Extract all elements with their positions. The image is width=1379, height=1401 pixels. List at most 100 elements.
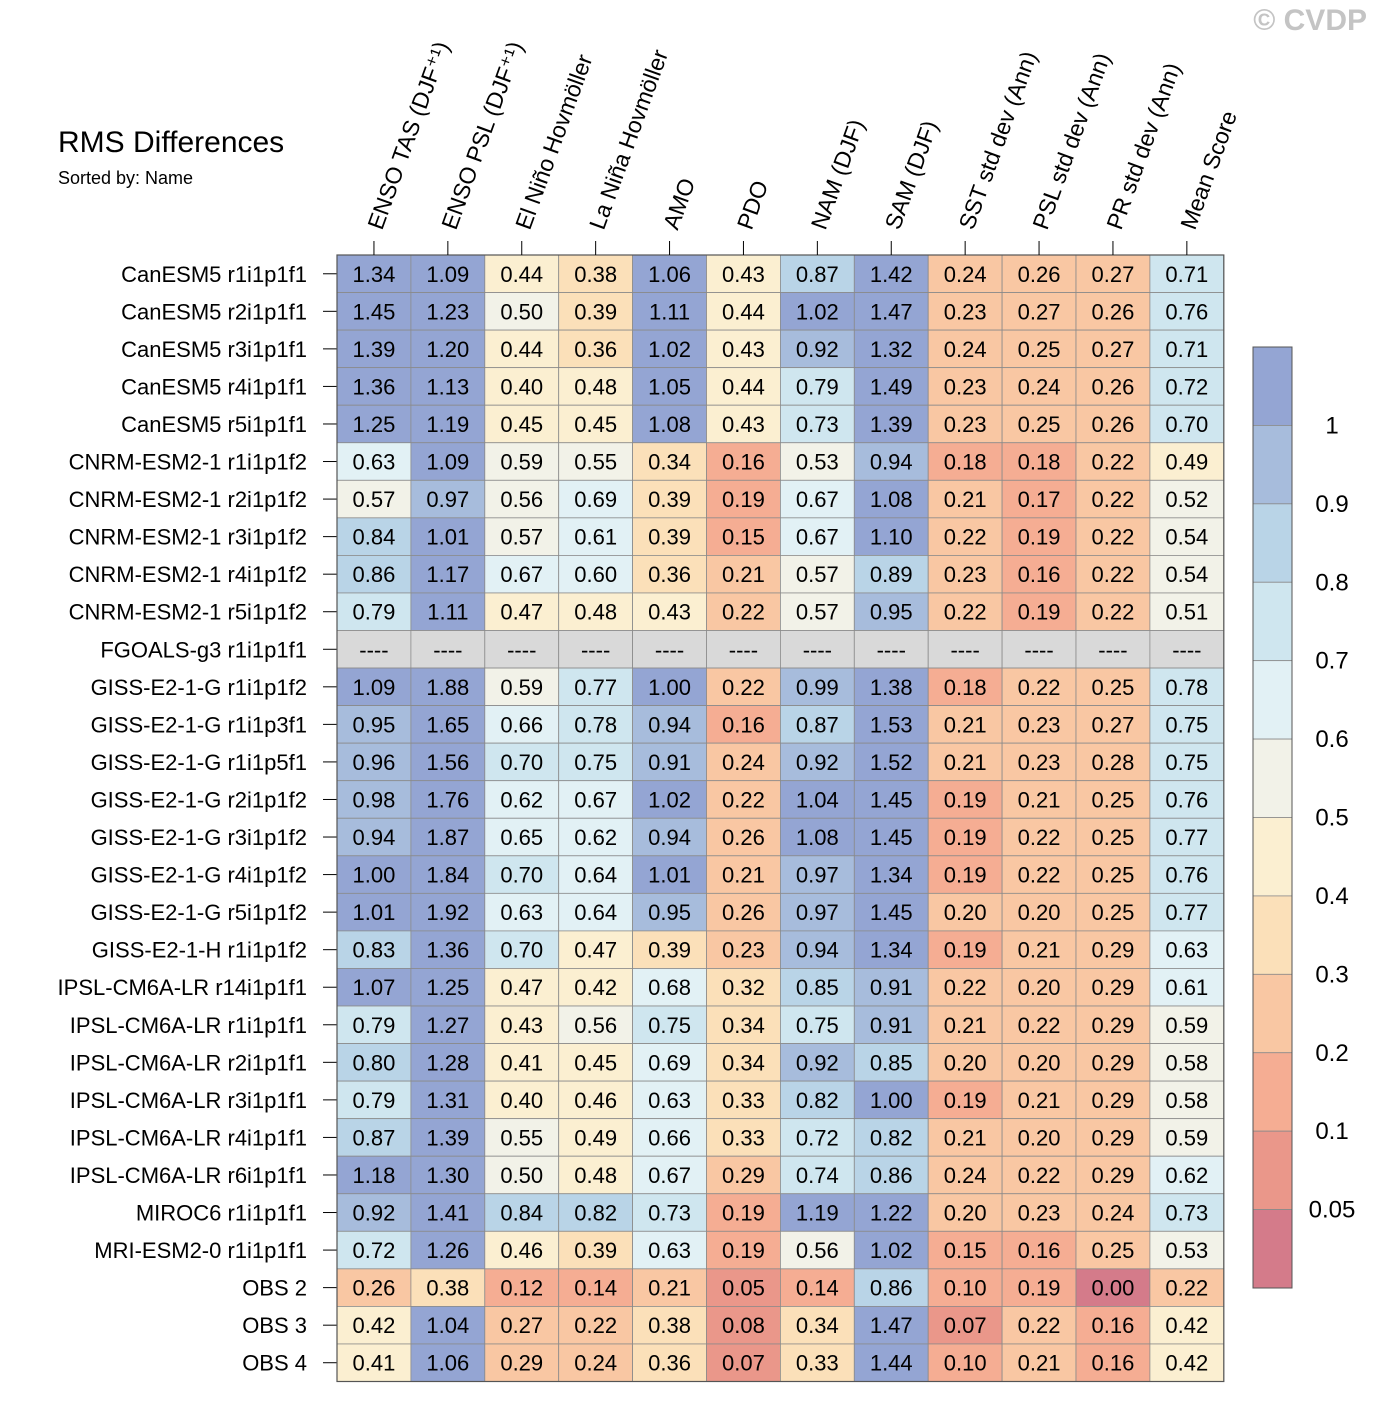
cell-value: 0.41	[353, 1351, 396, 1376]
cell-value: 0.25	[1092, 863, 1135, 888]
cell-value: ----	[655, 637, 684, 662]
heatmap-cell	[1001, 1080, 1077, 1120]
colorbar-segment	[1252, 1052, 1293, 1132]
heatmap-cell	[558, 855, 634, 894]
row-label: OBS 2	[242, 1276, 307, 1301]
heatmap-cell	[780, 292, 855, 331]
cell-value: 0.36	[648, 1351, 691, 1376]
cell-value: 0.72	[796, 1125, 839, 1150]
cell-value: 0.80	[353, 1050, 396, 1075]
cell-value: 1.02	[648, 787, 691, 812]
cell-value: 0.78	[574, 712, 617, 737]
cell-value: 0.19	[944, 938, 987, 963]
cell-value: 0.54	[1165, 525, 1208, 550]
row-label: MRI-ESM2-0 r1i1p1f1	[94, 1238, 307, 1263]
cell-value: ----	[950, 637, 979, 662]
heatmap-cell	[336, 1118, 412, 1157]
heatmap-cell	[336, 404, 412, 444]
cell-value: 1.47	[870, 1313, 913, 1338]
cell-value: 0.47	[500, 600, 543, 625]
cell-value: 1.19	[796, 1201, 839, 1226]
cell-value: 0.76	[1165, 299, 1208, 324]
heatmap-cell	[484, 742, 560, 782]
cell-value: 0.59	[1165, 1013, 1208, 1038]
cell-value: 0.17	[1018, 487, 1061, 512]
cell-value: 1.11	[427, 600, 468, 625]
cell-value: 1.00	[353, 863, 396, 888]
heatmap-cell	[1001, 968, 1077, 1007]
cell-value: 1.06	[648, 262, 691, 287]
heatmap-cell	[1001, 780, 1077, 819]
sort-subtitle: Sorted by: Name	[58, 168, 194, 188]
heatmap-cell	[410, 1005, 486, 1044]
heatmap-cell	[853, 667, 929, 706]
cell-value: 0.22	[1018, 1163, 1061, 1188]
heatmap-cell	[410, 555, 486, 594]
heatmap-cell	[632, 404, 707, 444]
cell-value: 0.87	[353, 1125, 396, 1150]
heatmap-cell	[853, 1043, 929, 1082]
heatmap-cell	[632, 1155, 707, 1195]
heatmap-cell	[1149, 1005, 1225, 1044]
cell-value: 0.32	[722, 975, 765, 1000]
row-label: IPSL-CM6A-LR r1i1p1f1	[70, 1013, 307, 1038]
cell-value: 1.38	[870, 675, 913, 700]
heatmap-cell	[927, 1043, 1003, 1082]
row-label: CNRM-ESM2-1 r5i1p1f2	[69, 600, 307, 625]
cell-value: 0.79	[353, 600, 396, 625]
cell-value: 0.00	[1092, 1276, 1135, 1301]
heatmap-cell	[410, 705, 486, 744]
cell-value: 0.24	[944, 262, 987, 287]
colorbar-segment	[1252, 660, 1293, 740]
heatmap-cell	[1149, 404, 1225, 444]
heatmap-cell	[558, 780, 634, 819]
heatmap-cell	[1149, 705, 1225, 744]
cell-value: 0.78	[1165, 675, 1208, 700]
heatmap-cell	[336, 1306, 412, 1345]
cell-value: 0.60	[574, 562, 617, 587]
cell-value: 0.75	[574, 750, 617, 775]
heatmap-cell	[1001, 1118, 1077, 1157]
heatmap-cell	[410, 1343, 486, 1382]
cell-value: 0.21	[722, 863, 765, 888]
heatmap-cell	[927, 1230, 1003, 1270]
cell-value: 0.57	[796, 600, 839, 625]
heatmap-cell	[780, 968, 855, 1007]
cell-value: 0.84	[500, 1201, 543, 1226]
heatmap-cell	[1075, 1080, 1151, 1120]
heatmap-cell	[706, 968, 781, 1007]
cell-value: 0.46	[574, 1088, 617, 1113]
cell-value: 0.39	[648, 525, 691, 550]
cell-value: 0.79	[353, 1088, 396, 1113]
heatmap-cell	[1075, 1155, 1151, 1195]
cell-value: 0.19	[1018, 525, 1061, 550]
cell-value: 1.19	[426, 412, 469, 437]
cell-value: 1.23	[426, 299, 469, 324]
heatmap-cell	[558, 1230, 634, 1270]
heatmap-cell	[558, 930, 634, 969]
heatmap-cell	[1075, 1306, 1151, 1345]
cell-value: 0.43	[500, 1013, 543, 1038]
cell-value: 0.98	[353, 787, 396, 812]
heatmap-cell	[1149, 1306, 1225, 1345]
heatmap-cell	[853, 630, 929, 669]
cell-value: ----	[1098, 637, 1127, 662]
cell-value: 0.44	[722, 374, 765, 399]
cell-value: 0.52	[1165, 487, 1208, 512]
heatmap-cell	[1001, 1193, 1077, 1232]
heatmap-cell	[706, 367, 781, 406]
heatmap-cell	[1149, 855, 1225, 894]
heatmap-cell	[927, 592, 1003, 631]
cell-value: 0.21	[944, 487, 987, 512]
heatmap-cell	[484, 1343, 560, 1382]
cell-value: 0.48	[574, 1163, 617, 1188]
heatmap-cell	[706, 630, 781, 669]
heatmap-cell	[632, 1005, 707, 1044]
cell-value: 0.16	[1092, 1313, 1135, 1338]
cell-value: 0.34	[648, 450, 691, 475]
heatmap-cell	[853, 254, 929, 293]
heatmap-cell	[927, 1080, 1003, 1120]
heatmap-cell	[780, 742, 855, 782]
cell-value: 1.88	[426, 675, 469, 700]
cell-value: 0.66	[500, 712, 543, 737]
